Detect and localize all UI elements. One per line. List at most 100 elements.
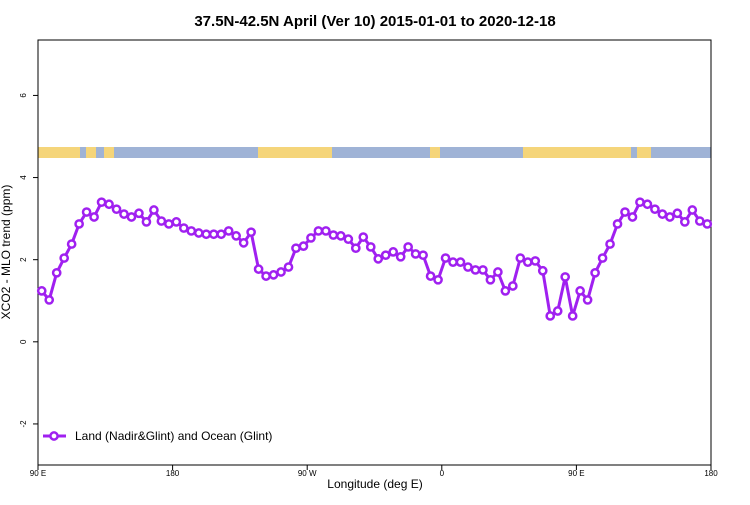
- y-axis-label: XCO2 - MLO trend (ppm): [0, 185, 13, 320]
- y-tick-label: 0: [19, 339, 28, 344]
- point: [657, 209, 668, 219]
- point: [119, 209, 129, 219]
- x-axis-label: Longitude (deg E): [327, 477, 422, 491]
- point: [665, 212, 675, 222]
- point: [321, 226, 331, 236]
- point: [410, 249, 421, 259]
- point: [515, 253, 526, 263]
- point: [388, 247, 399, 257]
- point: [223, 226, 234, 236]
- point: [440, 253, 451, 263]
- point: [493, 267, 503, 277]
- point: [164, 219, 174, 229]
- point: [283, 262, 294, 272]
- point: [51, 267, 62, 278]
- point: [343, 234, 354, 245]
- point: [582, 295, 593, 305]
- point: [298, 241, 309, 251]
- point: [66, 239, 77, 249]
- legend-label: Land (Nadir&Glint) and Ocean (Glint): [75, 429, 272, 443]
- point: [537, 265, 548, 276]
- point: [328, 230, 339, 240]
- point: [650, 204, 660, 215]
- point: [313, 226, 324, 236]
- point: [350, 243, 361, 254]
- point: [253, 264, 264, 274]
- y-tick-label: -2: [19, 420, 28, 428]
- point: [560, 272, 571, 282]
- point: [74, 219, 84, 229]
- point: [507, 281, 518, 291]
- land: [258, 147, 332, 158]
- point: [380, 250, 391, 261]
- land: [637, 147, 651, 158]
- land: [38, 147, 80, 158]
- point: [238, 238, 249, 248]
- point: [642, 199, 653, 210]
- point: [448, 257, 458, 267]
- point: [470, 265, 481, 275]
- point: [96, 197, 107, 208]
- y-tick-label: 4: [19, 175, 28, 180]
- ocean: [38, 147, 711, 158]
- point: [679, 217, 690, 227]
- point: [231, 231, 242, 241]
- point: [687, 205, 698, 215]
- point: [201, 229, 212, 240]
- point: [395, 251, 406, 262]
- chart-title: 37.5N-42.5N April (Ver 10) 2015-01-01 to…: [194, 13, 555, 30]
- point: [418, 250, 428, 261]
- point: [694, 216, 705, 226]
- x-tick-label: 90 W: [298, 469, 317, 478]
- point: [276, 267, 286, 277]
- x-tick-label: 180: [704, 469, 718, 478]
- point: [306, 233, 316, 243]
- point: [193, 228, 204, 238]
- point: [156, 216, 167, 226]
- point: [186, 226, 197, 236]
- point: [36, 286, 47, 296]
- y-tick-label: 2: [19, 257, 28, 262]
- point: [575, 286, 585, 296]
- legend-marker: [49, 431, 59, 441]
- point: [89, 212, 99, 222]
- point: [702, 219, 713, 229]
- x-tick-label: 180: [166, 469, 180, 478]
- point: [455, 257, 466, 267]
- land: [523, 147, 631, 158]
- point: [425, 271, 436, 281]
- y-tick-label: 6: [19, 93, 28, 98]
- point: [672, 208, 683, 219]
- point: [208, 229, 219, 240]
- x-tick-label: 0: [440, 469, 445, 478]
- land: [104, 147, 114, 158]
- point: [373, 254, 384, 264]
- point: [403, 242, 413, 252]
- point: [522, 257, 533, 267]
- point: [612, 219, 623, 229]
- point: [485, 274, 496, 285]
- point: [149, 205, 159, 215]
- point: [134, 208, 144, 219]
- point: [111, 204, 122, 215]
- point: [635, 197, 645, 208]
- point: [291, 243, 301, 254]
- point: [530, 256, 541, 266]
- x-tick-label: 90 E: [30, 469, 46, 478]
- point: [44, 295, 55, 305]
- point: [552, 306, 563, 316]
- point: [620, 207, 630, 217]
- point: [545, 311, 556, 321]
- point: [171, 217, 182, 227]
- point: [590, 267, 600, 278]
- point: [605, 239, 615, 249]
- point: [433, 274, 443, 285]
- point: [81, 207, 92, 217]
- point: [567, 311, 578, 321]
- point: [261, 271, 271, 281]
- point: [500, 286, 511, 296]
- point: [59, 253, 70, 263]
- point: [358, 232, 369, 242]
- land: [430, 147, 440, 158]
